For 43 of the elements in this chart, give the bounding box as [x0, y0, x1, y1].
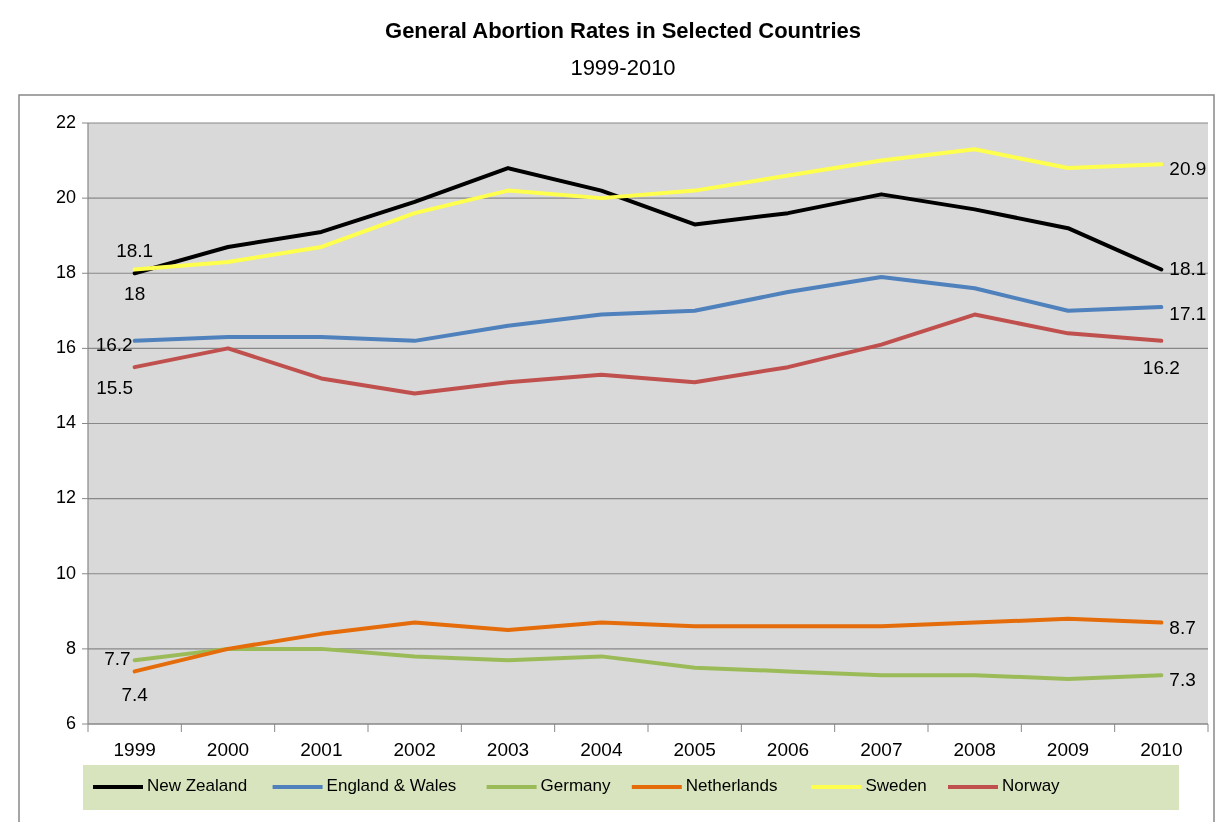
x-tick-label: 2001 [300, 739, 343, 760]
legend-label: Germany [540, 776, 612, 796]
x-tick-label: 2007 [860, 739, 903, 760]
y-tick-label: 14 [55, 412, 76, 433]
data-label: 7.3 [1169, 669, 1196, 691]
x-tick-label: 2009 [1046, 739, 1090, 760]
y-tick-label: 16 [55, 337, 76, 358]
y-tick-label: 12 [55, 487, 76, 508]
data-label: 18.1 [116, 239, 154, 261]
data-label: 8.7 [1169, 616, 1196, 638]
data-label: 18 [124, 283, 146, 305]
legend-label: England & Wales [326, 776, 457, 796]
legend-label: Norway [1002, 776, 1061, 796]
x-tick-label: 2002 [393, 739, 436, 760]
legend-label: New Zealand [147, 776, 248, 796]
x-tick-label: 2008 [953, 739, 996, 760]
chart-title: General Abortion Rates in Selected Countries [385, 18, 861, 43]
x-tick-label: 2010 [1140, 739, 1183, 760]
x-tick-label: 2004 [580, 739, 623, 760]
data-label: 20.9 [1169, 158, 1207, 180]
data-label: 7.4 [121, 684, 149, 706]
data-label: 16.2 [1142, 356, 1180, 378]
y-tick-label: 22 [55, 111, 76, 132]
data-label: 18.1 [1169, 257, 1207, 279]
data-label: 16.2 [95, 333, 133, 355]
x-tick-label: 2003 [486, 739, 530, 760]
y-tick-label: 18 [55, 262, 76, 282]
y-tick-label: 20 [55, 186, 76, 207]
x-tick-label: 2000 [206, 739, 250, 760]
line-series [132, 646, 1164, 681]
y-tick-label: 10 [55, 562, 76, 583]
y-tick-label: 8 [65, 637, 76, 658]
line-series [132, 616, 1164, 674]
x-tick-label: 1999 [113, 739, 156, 760]
x-tick-label: 2005 [673, 739, 716, 760]
data-label: 15.5 [96, 377, 134, 399]
legend-label: Sweden [865, 776, 927, 796]
x-tick-label: 2006 [766, 739, 810, 760]
legend-label: Netherlands [685, 776, 778, 796]
data-label: 17.1 [1169, 303, 1207, 325]
y-tick-label: 6 [65, 712, 76, 733]
data-label: 7.7 [104, 648, 131, 670]
chart-subtitle: 1999-2010 [570, 55, 676, 80]
